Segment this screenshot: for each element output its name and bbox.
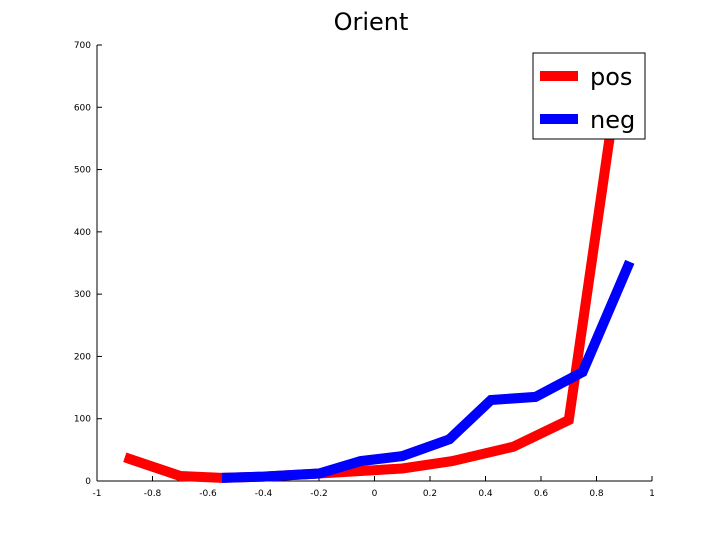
y-tick-label: 300 bbox=[74, 290, 91, 300]
axes: -1 -0.8 -0.6 -0.4 -0.2 0 0.2 0.4 0.6 0.8 1 0 100 200 3… bbox=[74, 41, 655, 499]
y-tick-label: 500 bbox=[74, 166, 91, 176]
series-line-neg bbox=[221, 259, 635, 483]
y-tick-label: 600 bbox=[74, 103, 91, 113]
x-tick-label: 0 bbox=[372, 489, 378, 499]
y-tick-label: 700 bbox=[74, 41, 91, 51]
x-tick-label: 1 bbox=[649, 489, 655, 499]
legend-box bbox=[532, 52, 646, 140]
x-tick-label: 0.2 bbox=[423, 489, 437, 499]
series-layer bbox=[123, 78, 635, 483]
x-tick-label: -0.6 bbox=[199, 489, 217, 499]
legend-label-pos: pos bbox=[590, 63, 632, 91]
legend: pos neg bbox=[532, 52, 646, 140]
y-tick-label: 200 bbox=[74, 352, 91, 362]
x-tick-label: 0.6 bbox=[534, 489, 549, 499]
x-tick-label: 0.8 bbox=[589, 489, 604, 499]
legend-label-neg: neg bbox=[590, 106, 635, 134]
y-tick-label: 100 bbox=[74, 415, 91, 425]
chart-title: Orient bbox=[334, 8, 409, 36]
x-tick-label: 0.4 bbox=[478, 489, 493, 499]
x-tick-label: -0.2 bbox=[310, 489, 328, 499]
y-tick-label: 0 bbox=[85, 477, 91, 487]
x-tick-label: -0.8 bbox=[144, 489, 162, 499]
x-tick-label: -0.4 bbox=[255, 489, 273, 499]
x-tick-label: -1 bbox=[93, 489, 102, 499]
y-tick-label: 400 bbox=[74, 228, 91, 238]
